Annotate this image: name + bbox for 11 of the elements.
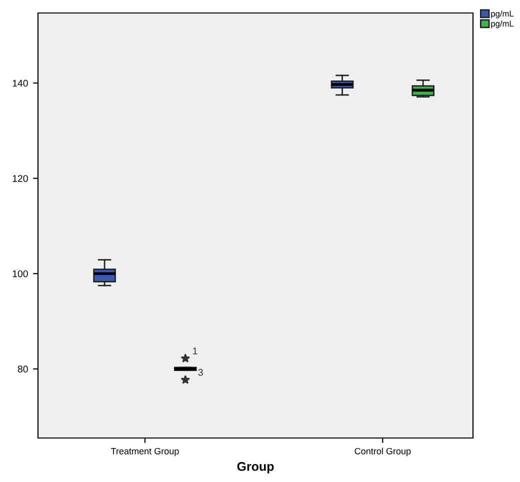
y-tick-label: 120 (12, 175, 28, 182)
y-tick-label: 140 (12, 80, 28, 87)
legend-label: pg/mL (491, 20, 514, 28)
x-tick-label: Treatment Group (110, 448, 179, 456)
annotation: 1 (193, 348, 198, 354)
x-axis-title: Group (237, 462, 274, 474)
x-tick-label: Control Group (354, 448, 411, 456)
y-tick-label: 80 (18, 366, 28, 373)
y-tick-label: 100 (12, 270, 28, 278)
annotation: 3 (198, 368, 203, 376)
legend-label: pg/mL (491, 10, 514, 18)
